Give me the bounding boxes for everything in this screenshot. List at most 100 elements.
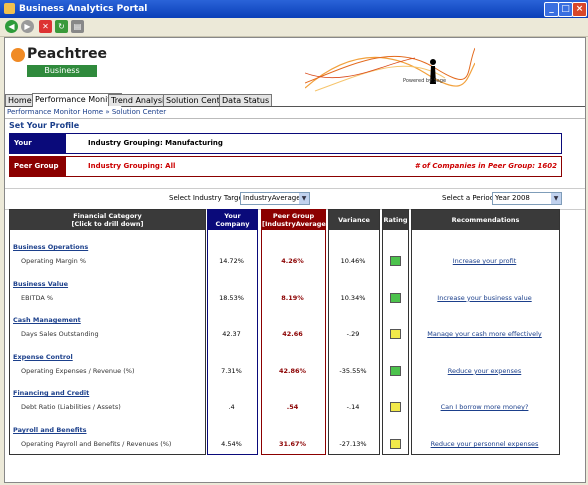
recommendation-link[interactable]: Manage your cash more effectively (427, 330, 542, 339)
variance-value: -.14 (346, 403, 360, 412)
refresh-icon[interactable]: ↻ (55, 20, 68, 33)
industry-target-value: IndustryAverage (243, 194, 301, 202)
your-company-value: 14.72% (219, 257, 244, 265)
peer-industry: Industry Grouping: All (88, 162, 176, 170)
your-company-column: Your Company (207, 209, 258, 455)
minimize-button[interactable]: _ (544, 2, 559, 17)
category-header: Financial Category [Click to drill down] (10, 210, 205, 230)
category-link[interactable]: Payroll and Benefits (13, 426, 87, 434)
company-label: Your Company (10, 134, 66, 166)
brand-sub: Business Analytics (27, 65, 97, 87)
period-label: Select a Period: (442, 194, 497, 202)
rating-indicator (390, 329, 401, 340)
rating-indicator (390, 402, 401, 413)
period-value: Year 2008 (495, 194, 530, 202)
sage-logo: Powered by Sage (403, 58, 463, 88)
peer-label: Peer Group (10, 157, 66, 176)
recommendation-link[interactable]: Increase your business value (437, 293, 532, 302)
variance-value: 10.34% (340, 293, 366, 302)
rating-column: Rating (382, 209, 409, 455)
variance-column: Variance (328, 209, 380, 455)
peer-group-value: 42.66 (282, 330, 303, 339)
your-company-value: 7.31% (221, 366, 242, 375)
metric-label: EBITDA % (21, 293, 54, 302)
chevron-down-icon: ▼ (551, 193, 561, 204)
period-select[interactable]: Year 2008 ▼ (492, 192, 562, 205)
metric-label: Operating Expenses / Revenue (%) (21, 366, 135, 375)
company-edit-link[interactable]: Edit (68, 139, 84, 147)
page-content: Peachtree Business Analytics Powered by … (4, 37, 586, 483)
company-industry: Industry Grouping: Manufacturing (88, 139, 223, 147)
metric-label: Operating Payroll and Benefits / Revenue… (21, 440, 172, 448)
variance-value: -35.55% (339, 366, 367, 375)
sage-text: Powered by Sage (403, 78, 447, 84)
peer-group-value: .54 (286, 403, 299, 412)
breadcrumb[interactable]: Performance Monitor Home » Solution Cent… (7, 108, 167, 116)
category-link[interactable]: Business Value (13, 279, 69, 288)
peer-group-value: 42.86% (278, 366, 307, 375)
forward-icon[interactable]: ▶ (21, 20, 34, 33)
back-icon[interactable]: ◀ (5, 20, 18, 33)
rating-header: Rating (383, 210, 408, 230)
your-company-value: 18.53% (219, 293, 244, 302)
peer-group-value: 31.67% (278, 440, 307, 448)
chevron-down-icon: ▼ (299, 193, 309, 204)
your-company-value: 4.54% (221, 440, 242, 448)
main-tabs: Home Performance Monitor Trend Analysis … (5, 93, 585, 107)
category-link[interactable]: Cash Management (13, 316, 81, 325)
recommendation-link[interactable]: Reduce your expenses (447, 366, 522, 375)
rating-indicator (390, 292, 401, 303)
category-column: Financial Category [Click to drill down] (9, 209, 206, 455)
metric-label: Debt Ratio (Liabilities / Assets) (21, 403, 121, 412)
peer-count: # of Companies in Peer Group: 1602 (414, 162, 557, 170)
rating-indicator (390, 365, 401, 376)
set-profile-heading: Set Your Profile (9, 121, 80, 130)
recommendations-column: Recommendations (411, 209, 560, 455)
peer-group-header: Peer Group [IndustryAverage] (262, 210, 329, 230)
app-icon (4, 3, 15, 14)
close-button[interactable]: × (572, 2, 587, 17)
window-title: Business Analytics Portal (19, 4, 148, 14)
variance-value: -27.13% (339, 440, 367, 448)
maximize-button[interactable]: □ (558, 2, 573, 17)
your-company-value: .4 (228, 403, 235, 412)
variance-value: -.29 (346, 330, 360, 339)
stop-icon[interactable]: ✕ (39, 20, 52, 33)
peer-edit-link[interactable]: Edit (68, 162, 84, 170)
metric-label: Operating Margin % (21, 257, 87, 265)
peer-profile-bar: Peer Group Edit Industry Grouping: All #… (9, 156, 562, 177)
tab-data-status[interactable]: Data Status (219, 94, 273, 106)
peer-group-value: 4.26% (281, 257, 304, 265)
tab-trend-analysis[interactable]: Trend Analysis (108, 94, 172, 106)
category-link[interactable]: Business Operations (13, 243, 89, 251)
industry-target-select[interactable]: IndustryAverage ▼ (240, 192, 310, 205)
browser-toolbar: ◀ ▶ ✕ ↻ ▤ (0, 18, 588, 37)
variance-header: Variance (329, 210, 379, 230)
metric-label: Days Sales Outstanding (21, 330, 99, 339)
recommendation-link[interactable]: Can I borrow more money? (440, 403, 529, 412)
peer-group-header-title: Peer Group (272, 212, 315, 220)
recommendation-link[interactable]: Increase your profit (452, 257, 517, 265)
brand-name: Peachtree (27, 46, 108, 62)
peer-group-header-sub: [IndustryAverage] (262, 220, 329, 228)
divider (5, 118, 585, 119)
recommendations-header: Recommendations (412, 210, 559, 230)
peer-group-column: Peer Group [IndustryAverage] (261, 209, 329, 455)
window-titlebar: Business Analytics Portal _ □ × (0, 0, 588, 18)
rating-indicator (390, 439, 401, 449)
category-header-sub: [Click to drill down] (71, 220, 144, 228)
print-icon[interactable]: ▤ (71, 20, 84, 33)
peachtree-logo: Peachtree Business Analytics (11, 46, 108, 87)
recommendation-link[interactable]: Reduce your personnel expenses (430, 440, 539, 448)
industry-target-label: Select Industry Target: (169, 194, 248, 202)
peach-icon (11, 48, 25, 62)
your-company-header: Your Company (208, 210, 257, 230)
peer-group-value: 8.19% (281, 293, 304, 302)
decorative-swoosh (305, 47, 475, 92)
category-link[interactable]: Expense Control (13, 352, 73, 361)
tab-home[interactable]: Home (5, 94, 35, 106)
filter-row: Select Industry Target: IndustryAverage … (5, 188, 585, 210)
company-profile-bar: Your Company Edit Industry Grouping: Man… (9, 133, 562, 166)
rating-indicator (390, 256, 401, 266)
category-link[interactable]: Financing and Credit (13, 389, 90, 398)
